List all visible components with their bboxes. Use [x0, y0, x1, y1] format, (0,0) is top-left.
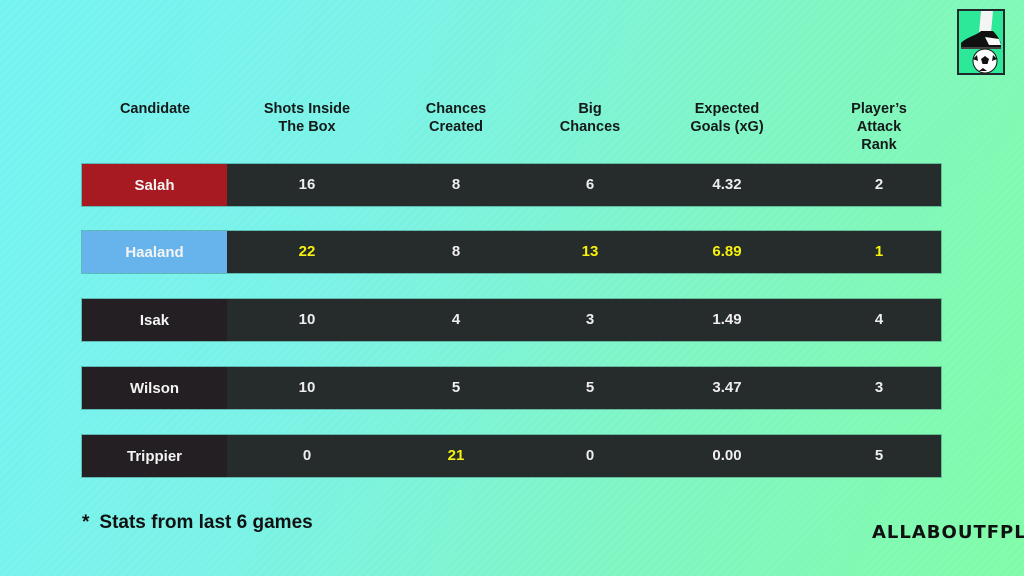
table-header: Candidate Shots Inside The Box Chances C…	[82, 100, 942, 153]
chances-created-value: 8	[451, 243, 461, 260]
shots-inside-box-value: 22	[298, 243, 316, 260]
candidate-name-cell: Isak	[82, 299, 227, 341]
header-expected-goals: Expected Goals (xG)	[690, 101, 764, 135]
table-row: Wilson 10 5 5 3.47 3	[82, 367, 941, 409]
shots-inside-box-value: 10	[298, 311, 316, 328]
shots-inside-box-value: 10	[298, 379, 316, 396]
chances-created-value: 5	[451, 379, 461, 396]
attack-rank-value: 2	[874, 176, 884, 193]
asterisk: *	[82, 512, 90, 533]
table-row: Haaland 22 8 13 6.89 1	[82, 231, 941, 273]
chances-created-value: 4	[451, 311, 461, 328]
header-candidate: Candidate	[119, 101, 191, 117]
expected-goals-value: 0.00	[712, 447, 742, 464]
big-chances-value: 0	[585, 447, 595, 464]
candidate-name-cell: Trippier	[82, 435, 227, 477]
expected-goals-value: 3.47	[712, 379, 742, 396]
expected-goals-value: 1.49	[712, 311, 742, 328]
big-chances-value: 13	[581, 243, 599, 260]
table-row: Salah 16 8 6 4.32 2	[82, 164, 941, 206]
chances-created-value: 8	[451, 176, 461, 193]
big-chances-value: 3	[585, 311, 595, 328]
chances-created-value: 21	[447, 447, 465, 464]
footnote: * Stats from last 6 games	[82, 512, 313, 534]
big-chances-value: 5	[585, 379, 595, 396]
brand-wordmark: ALLABOUTFPL	[872, 522, 1024, 543]
attack-rank-value: 4	[874, 311, 884, 328]
shots-inside-box-value: 16	[298, 176, 316, 193]
logo	[957, 9, 1005, 75]
attack-rank-value: 3	[874, 379, 884, 396]
big-chances-value: 6	[585, 176, 595, 193]
header-chances-created: Chances Created	[425, 101, 487, 135]
attack-rank-value: 5	[874, 447, 884, 464]
shots-inside-box-value: 0	[302, 447, 312, 464]
header-big-chances: Big Chances	[559, 101, 621, 135]
football-boot-ball-icon	[961, 11, 1001, 73]
table-row: Isak 10 4 3 1.49 4	[82, 299, 941, 341]
table-row: Trippier 0 21 0 0.00 5	[82, 435, 941, 477]
candidate-name-cell: Haaland	[82, 231, 227, 273]
attack-rank-value: 1	[874, 243, 884, 260]
candidate-name-cell: Salah	[82, 164, 227, 206]
expected-goals-value: 4.32	[712, 176, 742, 193]
expected-goals-value: 6.89	[712, 243, 742, 260]
footnote-text: Stats from last 6 games	[99, 512, 313, 533]
candidate-name-cell: Wilson	[82, 367, 227, 409]
header-shots-inside-box: Shots Inside The Box	[263, 101, 351, 135]
header-attack-rank: Player’s Attack Rank	[851, 101, 907, 153]
